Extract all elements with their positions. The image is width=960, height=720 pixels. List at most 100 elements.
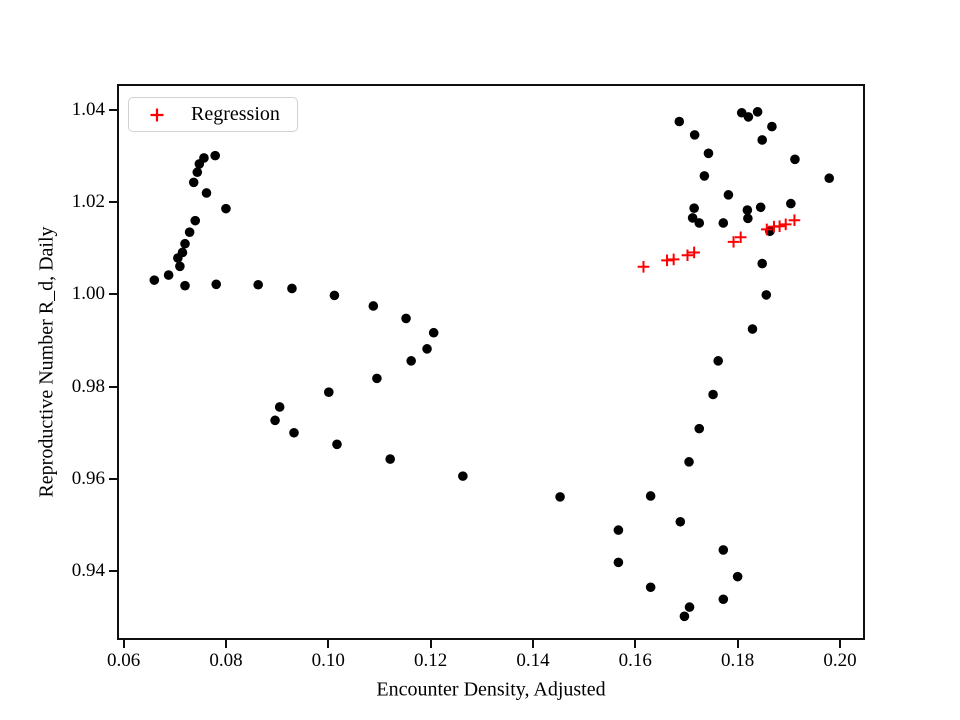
data-point bbox=[755, 202, 766, 213]
data-point bbox=[613, 525, 624, 535]
regression-point bbox=[773, 220, 786, 232]
y-tick-label: 1.04 bbox=[71, 98, 105, 120]
regression-point bbox=[681, 249, 694, 262]
data-point bbox=[180, 238, 190, 249]
x-axis-label: Encounter Density, Adjusted bbox=[376, 678, 606, 701]
data-point bbox=[323, 387, 334, 398]
data-point bbox=[210, 150, 220, 161]
data-point bbox=[742, 205, 753, 215]
x-tick-mark bbox=[634, 640, 637, 648]
x-tick-mark bbox=[838, 640, 841, 648]
x-tick-label: 0.08 bbox=[209, 650, 243, 671]
regression-point bbox=[688, 246, 700, 259]
regression-point bbox=[637, 260, 650, 273]
data-point bbox=[188, 177, 199, 188]
y-tick-mark bbox=[109, 570, 117, 573]
data-point bbox=[732, 571, 743, 582]
data-point bbox=[689, 130, 700, 140]
data-point bbox=[687, 213, 698, 223]
x-tick-label: 0.14 bbox=[516, 650, 550, 671]
regression-point bbox=[788, 214, 801, 226]
data-point bbox=[743, 112, 754, 122]
y-tick-label: 1.00 bbox=[71, 283, 105, 305]
data-point bbox=[786, 198, 796, 209]
data-point bbox=[270, 415, 280, 426]
legend: Regression bbox=[128, 97, 298, 132]
x-tick-label: 0.12 bbox=[413, 650, 448, 671]
y-tick-label: 1.02 bbox=[71, 191, 105, 213]
plot-area: Regression bbox=[117, 84, 865, 640]
data-point bbox=[332, 439, 342, 450]
data-point bbox=[221, 203, 231, 214]
data-point bbox=[253, 279, 263, 290]
data-point bbox=[694, 218, 705, 228]
data-point bbox=[287, 283, 297, 294]
data-point bbox=[175, 261, 185, 272]
data-point bbox=[406, 356, 416, 366]
data-point bbox=[757, 258, 767, 269]
data-point bbox=[645, 582, 656, 593]
x-tick-mark bbox=[122, 640, 125, 648]
data-point bbox=[555, 492, 565, 502]
data-point bbox=[368, 301, 379, 311]
data-point bbox=[824, 173, 835, 184]
data-point bbox=[428, 327, 439, 338]
data-point bbox=[699, 171, 710, 181]
data-point bbox=[385, 454, 395, 464]
x-tick-mark bbox=[327, 640, 330, 648]
data-point bbox=[703, 148, 714, 159]
data-point bbox=[743, 213, 753, 224]
y-tick-label: 0.96 bbox=[71, 467, 105, 489]
y-tick-mark bbox=[109, 201, 117, 204]
data-point bbox=[274, 402, 285, 412]
data-point bbox=[180, 280, 190, 291]
x-tick-label: 0.10 bbox=[311, 650, 345, 671]
data-point bbox=[458, 471, 468, 481]
y-tick-mark bbox=[109, 108, 117, 111]
regression-point bbox=[667, 253, 680, 266]
regression-point bbox=[779, 218, 792, 231]
regression-point bbox=[761, 223, 773, 236]
regression-plus-icon bbox=[150, 108, 164, 121]
data-point bbox=[718, 594, 729, 605]
x-tick-mark bbox=[531, 640, 534, 648]
data-point bbox=[752, 107, 763, 117]
data-point bbox=[694, 423, 705, 434]
data-point bbox=[713, 356, 723, 366]
data-point bbox=[675, 516, 686, 527]
data-point bbox=[679, 611, 690, 622]
data-point bbox=[329, 290, 340, 301]
y-tick-label: 0.94 bbox=[71, 560, 105, 582]
data-point bbox=[684, 457, 694, 467]
regression-point bbox=[734, 231, 747, 244]
data-point bbox=[194, 159, 205, 169]
data-point bbox=[163, 270, 174, 280]
x-tick-mark bbox=[736, 640, 739, 648]
data-point bbox=[684, 602, 695, 612]
y-tick-label: 0.98 bbox=[71, 375, 105, 397]
x-tick-label: 0.16 bbox=[618, 650, 652, 671]
data-point bbox=[401, 313, 411, 324]
x-tick-label: 0.18 bbox=[721, 650, 755, 671]
data-point bbox=[645, 491, 656, 501]
data-point bbox=[211, 279, 222, 290]
data-point bbox=[184, 227, 195, 237]
data-point bbox=[613, 557, 624, 568]
regression-point bbox=[727, 236, 740, 248]
data-point bbox=[192, 167, 203, 178]
data-point bbox=[149, 275, 160, 285]
x-tick-label: 0.20 bbox=[823, 650, 857, 671]
data-point bbox=[674, 116, 685, 127]
data-point bbox=[289, 427, 299, 438]
data-point bbox=[723, 190, 734, 200]
data-point bbox=[689, 203, 699, 214]
y-tick-mark bbox=[109, 477, 117, 480]
data-point bbox=[757, 135, 767, 145]
data-point bbox=[372, 373, 382, 384]
data-point bbox=[747, 324, 758, 334]
x-tick-label: 0.06 bbox=[106, 650, 141, 671]
data-point bbox=[790, 154, 800, 165]
data-point bbox=[718, 545, 729, 555]
x-tick-mark bbox=[224, 640, 227, 648]
